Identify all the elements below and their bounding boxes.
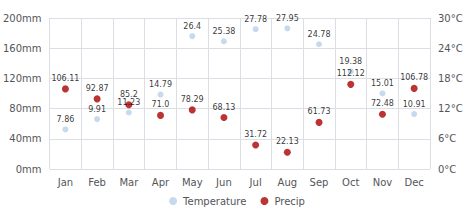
svg-text:9.91: 9.91 xyxy=(88,105,106,114)
svg-text:Nov: Nov xyxy=(373,177,393,188)
svg-text:61.73: 61.73 xyxy=(308,107,331,116)
svg-text:22.13: 22.13 xyxy=(276,137,299,146)
svg-text:68.13: 68.13 xyxy=(212,103,235,112)
svg-text:78.29: 78.29 xyxy=(181,95,204,104)
svg-text:24.78: 24.78 xyxy=(308,30,331,39)
svg-text:Feb: Feb xyxy=(88,177,106,188)
svg-text:40mm: 40mm xyxy=(9,133,41,144)
svg-text:Precip: Precip xyxy=(274,196,305,207)
svg-text:Sep: Sep xyxy=(310,177,329,188)
svg-text:72.48: 72.48 xyxy=(371,99,394,108)
svg-text:Apr: Apr xyxy=(152,177,170,188)
svg-text:26.4: 26.4 xyxy=(183,22,201,31)
svg-text:120mm: 120mm xyxy=(3,73,42,84)
svg-text:11.23: 11.23 xyxy=(117,98,140,107)
svg-text:12°C: 12°C xyxy=(438,103,463,114)
svg-text:200mm: 200mm xyxy=(3,13,42,24)
svg-text:May: May xyxy=(182,177,203,188)
svg-text:18°C: 18°C xyxy=(438,73,463,84)
svg-text:85.2: 85.2 xyxy=(120,90,138,99)
svg-text:Aug: Aug xyxy=(278,177,298,188)
svg-text:Jan: Jan xyxy=(57,177,73,188)
svg-text:0°C: 0°C xyxy=(438,164,456,175)
svg-text:30°C: 30°C xyxy=(438,13,463,24)
svg-text:25.38: 25.38 xyxy=(212,27,235,36)
svg-text:14.79: 14.79 xyxy=(149,80,172,89)
svg-text:15.01: 15.01 xyxy=(371,79,394,88)
svg-text:160mm: 160mm xyxy=(3,43,42,54)
svg-text:27.95: 27.95 xyxy=(276,14,299,23)
svg-text:Jul: Jul xyxy=(249,177,262,188)
svg-text:Oct: Oct xyxy=(342,177,359,188)
svg-text:31.72: 31.72 xyxy=(244,130,267,139)
svg-text:80mm: 80mm xyxy=(9,103,41,114)
svg-text:Jun: Jun xyxy=(215,177,232,188)
svg-text:6°C: 6°C xyxy=(438,133,456,144)
svg-text:10.91: 10.91 xyxy=(403,100,426,109)
svg-text:27.78: 27.78 xyxy=(244,15,267,24)
svg-text:92.87: 92.87 xyxy=(86,84,109,93)
svg-text:71.0: 71.0 xyxy=(152,100,170,109)
svg-text:0mm: 0mm xyxy=(16,164,42,175)
svg-text:19.38: 19.38 xyxy=(339,57,362,66)
svg-text:106.11: 106.11 xyxy=(51,74,79,83)
svg-text:7.86: 7.86 xyxy=(57,115,75,124)
svg-text:Dec: Dec xyxy=(404,177,423,188)
svg-text:24°C: 24°C xyxy=(438,43,463,54)
svg-text:112.12: 112.12 xyxy=(337,69,365,78)
svg-text:106.78: 106.78 xyxy=(400,73,428,82)
svg-text:Mar: Mar xyxy=(119,177,139,188)
svg-text:Temperature: Temperature xyxy=(182,196,246,207)
